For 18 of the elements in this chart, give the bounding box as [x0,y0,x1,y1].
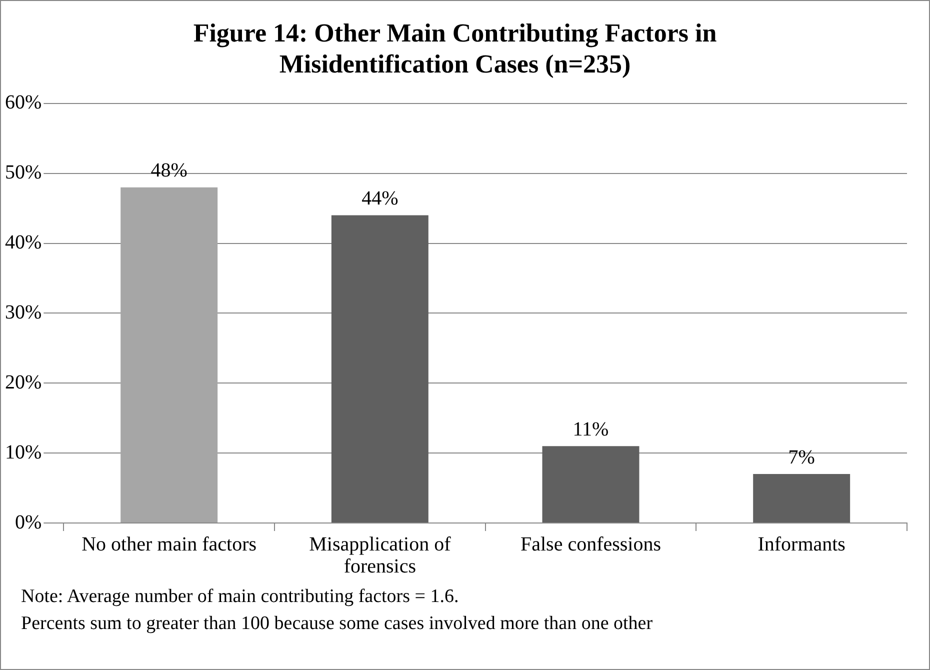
x-tick-label: No other main factors [82,533,257,556]
x-tick-label: Misapplication of forensics [309,533,452,578]
x-tick-label: Informants [758,533,846,556]
data-label: 44% [362,188,398,210]
y-tick-label: 20% [4,371,42,394]
text: Percents sum to greater than 100 because some cases involved more than one other [21,612,653,636]
y-tick-label: 40% [4,232,42,254]
y-tick-label: 60% [4,92,42,114]
x-tick-label: False confessions [520,533,662,556]
data-label: 48% [150,160,188,182]
y-tick-label: 0% [14,511,42,534]
data-label: 11% [572,418,609,440]
chart-title: Figure 14: Other Main Contributing Factors in Misidentification Cases (n=235) [193,18,718,79]
y-tick-label: 50% [4,162,42,184]
y-tick-label: 10% [4,441,42,464]
y-tick-label: 30% [4,301,42,324]
text: Note: Average number of main contributing factors = 1.6. [21,585,460,609]
data-label: 7% [788,446,815,468]
